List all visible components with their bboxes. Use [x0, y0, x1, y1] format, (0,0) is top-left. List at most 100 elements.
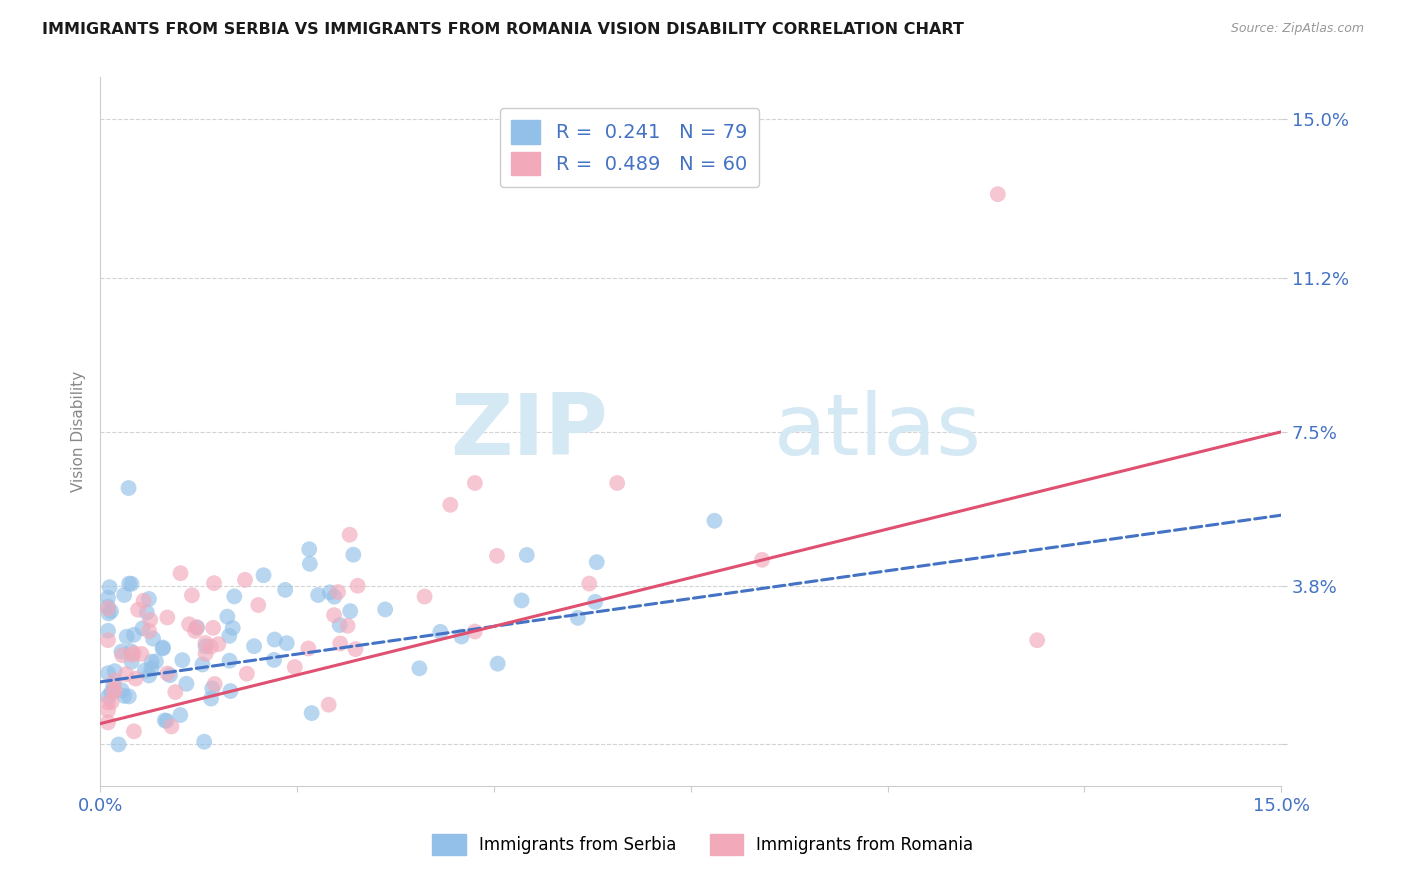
- Point: [224, 590, 246, 604]
- Point: [118, 690, 141, 704]
- Point: [97, 703, 120, 717]
- Point: [138, 624, 160, 639]
- Point: [339, 527, 361, 541]
- Point: [97, 666, 120, 681]
- Point: [276, 636, 298, 650]
- Point: [111, 683, 134, 698]
- Point: [131, 647, 153, 661]
- Point: [97, 695, 120, 709]
- Legend: Immigrants from Serbia, Immigrants from Romania: Immigrants from Serbia, Immigrants from …: [426, 828, 980, 862]
- Point: [217, 609, 239, 624]
- Point: [301, 706, 323, 720]
- Point: [172, 653, 194, 667]
- Point: [103, 683, 125, 698]
- Point: [156, 666, 179, 681]
- Point: [118, 576, 141, 591]
- Point: [326, 585, 349, 599]
- Point: [156, 714, 179, 728]
- Point: [134, 664, 156, 678]
- Point: [121, 577, 143, 591]
- Point: [318, 698, 340, 712]
- Point: [100, 604, 122, 618]
- Point: [122, 646, 145, 660]
- Point: [329, 636, 352, 650]
- Point: [97, 715, 120, 730]
- Point: [104, 664, 127, 678]
- Point: [204, 677, 226, 691]
- Point: [193, 735, 215, 749]
- Point: [243, 639, 266, 653]
- Point: [284, 660, 307, 674]
- Point: [107, 738, 129, 752]
- Point: [100, 685, 122, 699]
- Point: [152, 641, 174, 656]
- Point: [200, 640, 222, 654]
- Point: [516, 548, 538, 562]
- Point: [319, 585, 342, 599]
- Text: atlas: atlas: [773, 391, 981, 474]
- Point: [184, 624, 207, 638]
- Point: [439, 498, 461, 512]
- Point: [97, 591, 120, 605]
- Point: [111, 648, 134, 663]
- Point: [247, 598, 270, 612]
- Point: [263, 632, 285, 647]
- Point: [307, 588, 329, 602]
- Point: [218, 629, 240, 643]
- Point: [429, 624, 451, 639]
- Point: [751, 553, 773, 567]
- Point: [180, 588, 202, 602]
- Point: [152, 640, 174, 655]
- Point: [194, 636, 217, 650]
- Point: [169, 708, 191, 723]
- Point: [98, 580, 121, 594]
- Point: [233, 573, 256, 587]
- Point: [122, 628, 145, 642]
- Point: [112, 588, 135, 602]
- Point: [374, 602, 396, 616]
- Point: [413, 590, 436, 604]
- Point: [222, 621, 245, 635]
- Point: [97, 633, 120, 648]
- Point: [103, 673, 125, 688]
- Point: [120, 644, 142, 658]
- Point: [142, 632, 165, 646]
- Point: [219, 684, 242, 698]
- Point: [138, 668, 160, 682]
- Point: [329, 618, 352, 632]
- Point: [179, 617, 201, 632]
- Point: [131, 621, 153, 635]
- Point: [606, 476, 628, 491]
- Point: [342, 548, 364, 562]
- Point: [450, 630, 472, 644]
- Point: [165, 685, 187, 699]
- Point: [464, 624, 486, 639]
- Point: [139, 613, 162, 627]
- Point: [159, 668, 181, 682]
- Point: [194, 647, 217, 661]
- Y-axis label: Vision Disability: Vision Disability: [72, 371, 86, 492]
- Point: [274, 582, 297, 597]
- Point: [115, 630, 138, 644]
- Point: [103, 678, 125, 692]
- Point: [202, 576, 225, 591]
- Point: [323, 608, 346, 623]
- Point: [263, 653, 285, 667]
- Text: IMMIGRANTS FROM SERBIA VS IMMIGRANTS FROM ROMANIA VISION DISABILITY CORRELATION : IMMIGRANTS FROM SERBIA VS IMMIGRANTS FRO…: [42, 22, 965, 37]
- Point: [141, 655, 163, 669]
- Point: [132, 594, 155, 608]
- Point: [97, 624, 120, 638]
- Point: [236, 666, 259, 681]
- Point: [97, 599, 120, 614]
- Point: [117, 481, 139, 495]
- Point: [485, 549, 508, 563]
- Point: [121, 655, 143, 669]
- Point: [464, 475, 486, 490]
- Point: [297, 641, 319, 656]
- Point: [567, 611, 589, 625]
- Point: [583, 595, 606, 609]
- Point: [578, 576, 600, 591]
- Point: [987, 187, 1010, 202]
- Point: [176, 677, 198, 691]
- Point: [97, 607, 120, 621]
